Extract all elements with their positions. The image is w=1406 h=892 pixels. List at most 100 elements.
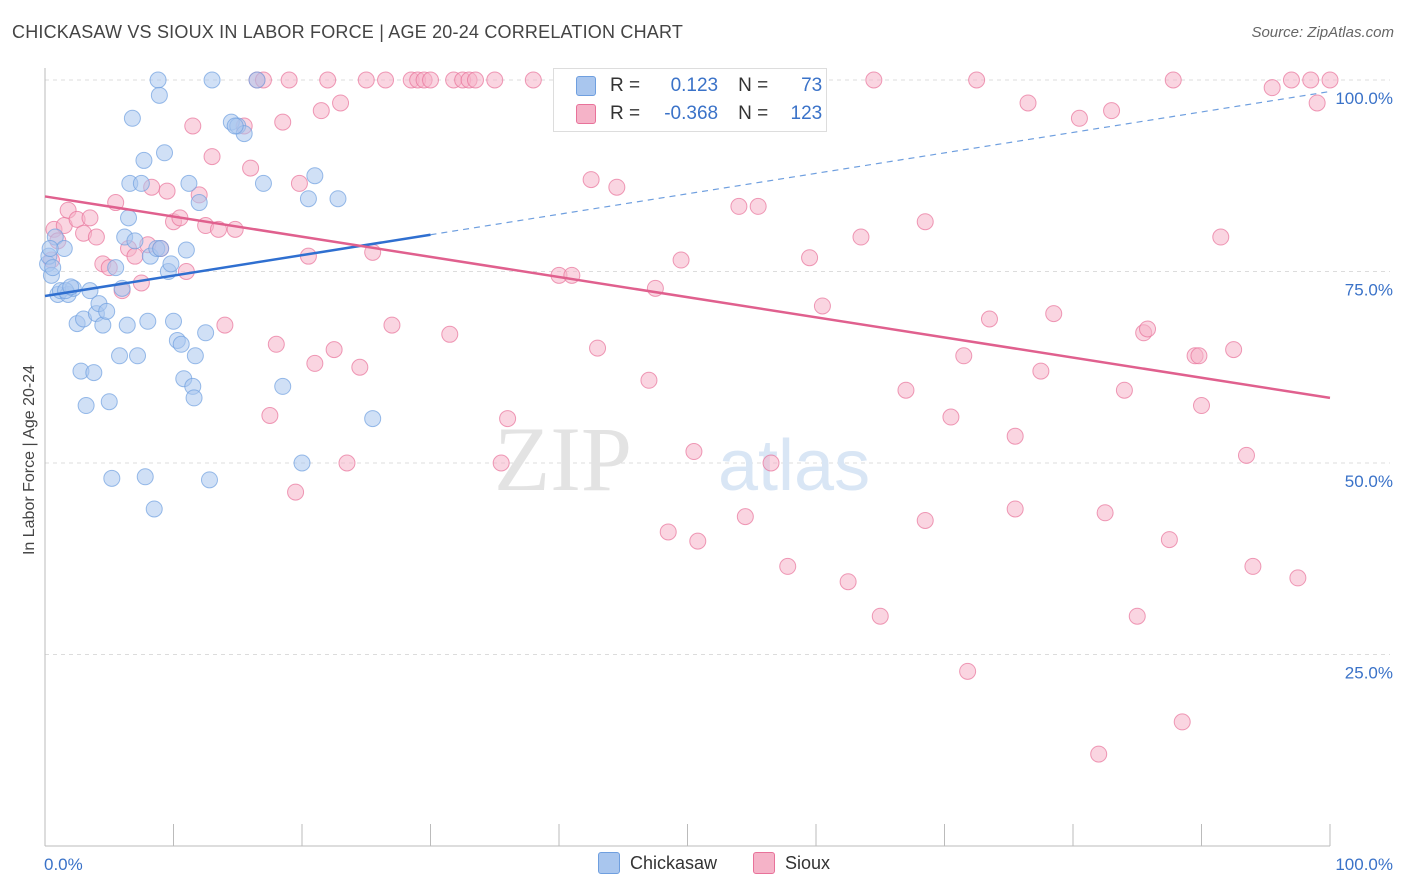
y-tick-label: 75.0% xyxy=(1345,281,1393,300)
data-point-sioux xyxy=(1019,94,1037,112)
data-point-sioux xyxy=(338,454,356,472)
data-point-chickasaw xyxy=(306,167,324,185)
data-point-sioux xyxy=(1244,557,1262,575)
legend-n-value: 73 xyxy=(801,75,823,96)
y-tick-label: 100.0% xyxy=(1335,89,1393,108)
data-point-chickasaw xyxy=(149,71,167,89)
series-legend: Chickasaw Sioux xyxy=(598,852,866,874)
legend-row-sioux: R = -0.368 N = 123 xyxy=(576,101,822,127)
data-point-chickasaw xyxy=(172,335,190,353)
data-point-sioux xyxy=(441,325,459,343)
x-tick-labels: 0.0% 100.0% xyxy=(44,855,1393,874)
data-point-sioux xyxy=(916,511,934,529)
data-point-chickasaw xyxy=(118,316,136,334)
data-point-sioux xyxy=(226,220,244,238)
y-tick-label: 25.0% xyxy=(1345,664,1393,683)
data-point-sioux xyxy=(1225,341,1243,359)
legend-r-label: R = xyxy=(610,103,641,124)
trend-line-sioux xyxy=(44,195,1331,400)
watermark-atlas: atlas xyxy=(718,426,870,506)
data-point-sioux xyxy=(357,71,375,89)
y-axis-label: In Labor Force | Age 20-24 xyxy=(21,364,38,556)
data-point-sioux xyxy=(290,174,308,192)
data-point-sioux xyxy=(203,148,221,166)
data-point-sioux xyxy=(1006,500,1024,518)
source-credit: Source: ZipAtlas.com xyxy=(1251,24,1394,41)
legend-label-chickasaw: Chickasaw xyxy=(630,852,718,873)
legend-n-value: 123 xyxy=(790,103,823,124)
data-point-sioux xyxy=(659,523,677,541)
legend-r-value: 0.123 xyxy=(670,75,719,96)
data-point-sioux xyxy=(736,508,754,526)
data-point-sioux xyxy=(749,197,767,215)
legend-swatch-sioux xyxy=(753,852,776,874)
data-point-sioux xyxy=(1173,713,1191,731)
data-point-chickasaw xyxy=(197,324,215,342)
data-point-sioux xyxy=(267,335,285,353)
legend-item-chickasaw[interactable]: Chickasaw xyxy=(598,852,717,874)
data-point-sioux xyxy=(126,247,144,265)
data-point-sioux xyxy=(184,117,202,135)
data-point-chickasaw xyxy=(100,393,118,411)
data-point-chickasaw xyxy=(152,240,170,258)
data-point-sioux xyxy=(980,310,998,328)
data-point-sioux xyxy=(351,358,369,376)
data-point-chickasaw xyxy=(254,174,272,192)
data-point-chickasaw xyxy=(44,259,62,277)
data-point-sioux xyxy=(1115,381,1133,399)
data-point-sioux xyxy=(261,407,279,425)
data-point-chickasaw xyxy=(98,302,116,320)
data-point-sioux xyxy=(942,408,960,426)
axes xyxy=(44,68,1331,847)
chart-title: CHICKASAW VS SIOUX IN LABOR FORCE | AGE … xyxy=(12,22,684,42)
legend-item-sioux[interactable]: Sioux xyxy=(753,852,830,874)
data-point-chickasaw xyxy=(156,144,174,162)
data-point-chickasaw xyxy=(180,174,198,192)
data-point-chickasaw xyxy=(103,469,121,487)
data-point-sioux xyxy=(852,228,870,246)
data-point-sioux xyxy=(1282,71,1300,89)
data-point-sioux xyxy=(492,454,510,472)
legend-swatch-sioux xyxy=(576,104,596,124)
data-point-sioux xyxy=(242,159,260,177)
legend-label-sioux: Sioux xyxy=(785,852,831,873)
data-point-chickasaw xyxy=(165,312,182,330)
data-point-sioux xyxy=(486,71,504,89)
data-point-chickasaw xyxy=(107,259,125,277)
data-point-chickasaw xyxy=(132,174,150,192)
data-point-sioux xyxy=(589,339,607,357)
data-point-sioux xyxy=(158,182,176,200)
trend-line-chickasaw xyxy=(44,233,431,298)
data-point-sioux xyxy=(312,102,330,120)
data-point-chickasaw xyxy=(186,347,204,365)
trend-lines xyxy=(44,90,1331,400)
data-point-sioux xyxy=(132,274,150,292)
data-point-sioux xyxy=(813,297,831,315)
data-point-sioux xyxy=(306,354,324,372)
legend-swatch-chickasaw xyxy=(576,76,596,96)
data-point-sioux xyxy=(422,71,439,89)
data-point-sioux xyxy=(582,171,600,189)
data-point-chickasaw xyxy=(145,500,163,518)
legend-r-value: -0.368 xyxy=(664,103,719,124)
data-point-sioux xyxy=(1006,427,1024,445)
data-point-chickasaw xyxy=(329,190,347,208)
data-point-sioux xyxy=(1164,71,1182,89)
data-point-sioux xyxy=(1237,446,1255,464)
watermark: ZIP atlas xyxy=(494,408,870,510)
legend-n-label: N = xyxy=(738,75,769,96)
trend-line-chickasaw-extension xyxy=(430,90,1331,236)
data-point-chickasaw xyxy=(123,109,141,127)
data-point-chickasaw xyxy=(364,410,382,428)
data-point-chickasaw xyxy=(190,194,208,212)
legend-n-label: N = xyxy=(738,103,769,124)
data-point-sioux xyxy=(216,316,234,334)
data-point-sioux xyxy=(839,573,857,591)
data-point-sioux xyxy=(1263,79,1281,97)
data-point-chickasaw xyxy=(293,454,311,472)
data-point-chickasaw xyxy=(248,71,266,89)
data-point-sioux xyxy=(871,607,889,625)
data-point-chickasaw xyxy=(226,117,244,135)
data-point-sioux xyxy=(1128,607,1146,625)
